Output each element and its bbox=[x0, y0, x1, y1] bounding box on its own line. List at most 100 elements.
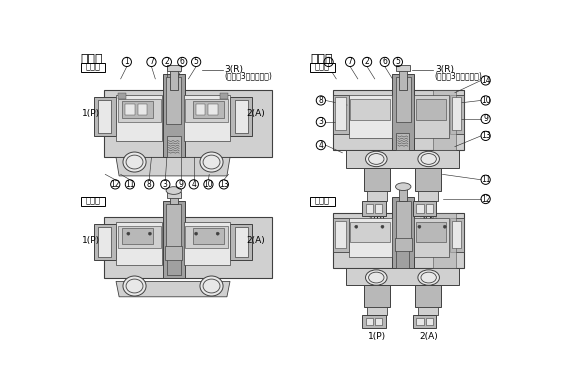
Polygon shape bbox=[116, 158, 230, 176]
Bar bbox=[208, 104, 218, 115]
Bar bbox=[335, 98, 346, 130]
Text: 13: 13 bbox=[219, 180, 229, 189]
Bar bbox=[167, 257, 180, 275]
Bar bbox=[433, 90, 456, 150]
Bar bbox=[363, 315, 385, 328]
Text: 1: 1 bbox=[124, 57, 129, 66]
Bar bbox=[414, 218, 450, 257]
Bar bbox=[333, 218, 349, 252]
Text: 1(P): 1(P) bbox=[368, 216, 386, 225]
Bar bbox=[346, 150, 460, 168]
Bar bbox=[333, 213, 464, 268]
Bar bbox=[116, 222, 162, 265]
Bar bbox=[450, 218, 464, 252]
Bar bbox=[167, 136, 180, 158]
Bar bbox=[363, 201, 385, 216]
Bar bbox=[104, 90, 272, 158]
Text: (ただし3ポートのみ): (ただし3ポートのみ) bbox=[435, 71, 483, 80]
Bar bbox=[184, 95, 230, 141]
Text: 14: 14 bbox=[481, 76, 491, 85]
Bar bbox=[235, 100, 248, 133]
Ellipse shape bbox=[200, 152, 223, 172]
Bar bbox=[397, 250, 409, 268]
Bar bbox=[450, 95, 464, 134]
Bar bbox=[415, 285, 441, 307]
Bar bbox=[116, 95, 162, 141]
Bar bbox=[98, 100, 112, 133]
Bar bbox=[104, 217, 272, 278]
Bar bbox=[418, 307, 438, 315]
Bar bbox=[375, 204, 383, 213]
Text: 4: 4 bbox=[192, 180, 196, 189]
Bar bbox=[399, 188, 407, 201]
Text: 4: 4 bbox=[318, 141, 324, 150]
Text: 5: 5 bbox=[395, 57, 400, 66]
Bar bbox=[196, 104, 206, 115]
Text: 横配管: 横配管 bbox=[81, 53, 103, 66]
Text: 1(P): 1(P) bbox=[368, 332, 386, 340]
Bar bbox=[397, 133, 409, 150]
Bar bbox=[350, 222, 390, 242]
Bar bbox=[170, 195, 178, 204]
Bar bbox=[163, 201, 185, 278]
Text: 3(R): 3(R) bbox=[225, 65, 244, 74]
Bar bbox=[367, 307, 387, 315]
Bar bbox=[126, 104, 134, 115]
Text: 12: 12 bbox=[481, 195, 491, 204]
Bar bbox=[166, 204, 182, 247]
Bar bbox=[413, 201, 436, 216]
Bar bbox=[416, 222, 446, 242]
Bar bbox=[163, 74, 185, 158]
Text: 作動時: 作動時 bbox=[85, 197, 100, 206]
Polygon shape bbox=[116, 281, 230, 297]
Text: 2(A): 2(A) bbox=[247, 109, 266, 118]
Bar bbox=[392, 198, 414, 268]
Bar bbox=[346, 268, 460, 285]
Bar bbox=[119, 93, 126, 99]
Circle shape bbox=[354, 225, 358, 228]
Ellipse shape bbox=[123, 152, 146, 172]
Bar bbox=[418, 191, 438, 201]
Bar bbox=[95, 98, 116, 136]
Bar bbox=[399, 68, 407, 90]
Circle shape bbox=[216, 232, 219, 235]
Ellipse shape bbox=[200, 276, 223, 296]
Bar bbox=[349, 218, 392, 257]
Bar bbox=[433, 213, 456, 268]
Bar bbox=[230, 98, 252, 136]
Bar bbox=[416, 99, 446, 120]
Bar bbox=[193, 228, 224, 244]
Bar bbox=[230, 224, 252, 260]
Bar bbox=[185, 226, 228, 248]
Bar bbox=[165, 246, 182, 260]
Text: 2: 2 bbox=[165, 57, 169, 66]
Bar bbox=[395, 201, 411, 241]
Text: 復帰時: 復帰時 bbox=[85, 63, 100, 72]
Text: 1: 1 bbox=[326, 57, 331, 66]
Circle shape bbox=[127, 232, 130, 235]
Bar bbox=[426, 204, 433, 213]
Ellipse shape bbox=[123, 276, 146, 296]
Bar bbox=[333, 90, 464, 150]
Text: 5: 5 bbox=[194, 57, 199, 66]
Bar bbox=[122, 228, 153, 244]
Bar bbox=[335, 220, 346, 248]
Bar bbox=[117, 226, 161, 248]
Bar bbox=[397, 65, 410, 71]
Text: 3(R): 3(R) bbox=[435, 65, 454, 74]
Circle shape bbox=[148, 232, 151, 235]
Bar bbox=[350, 99, 390, 120]
Bar bbox=[413, 315, 436, 328]
Bar bbox=[452, 220, 461, 248]
Text: 9: 9 bbox=[483, 114, 488, 123]
Text: 2(A): 2(A) bbox=[419, 216, 438, 225]
Text: 6: 6 bbox=[180, 57, 185, 66]
Text: 2: 2 bbox=[364, 57, 370, 66]
Bar bbox=[81, 63, 105, 72]
Bar bbox=[364, 168, 390, 191]
Text: 復帰時: 復帰時 bbox=[315, 63, 330, 72]
Bar bbox=[185, 99, 228, 122]
Bar bbox=[414, 95, 450, 138]
Bar bbox=[166, 77, 182, 123]
Bar bbox=[367, 191, 387, 201]
